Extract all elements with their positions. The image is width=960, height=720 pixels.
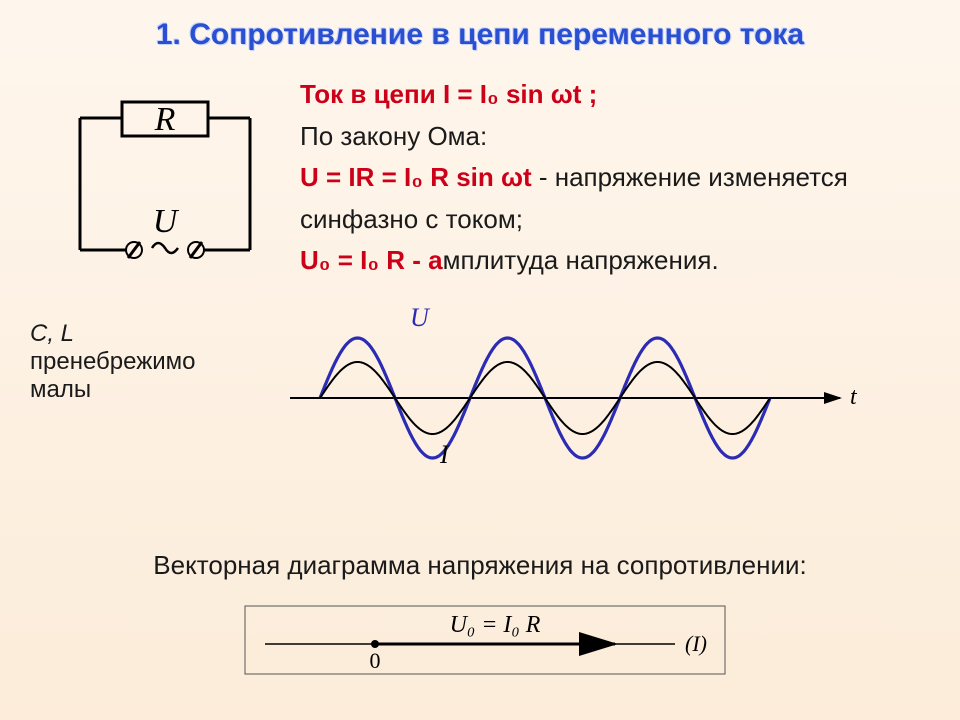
svg-text:U: U bbox=[410, 308, 431, 332]
eq1-prefix: Ток в цепи bbox=[300, 79, 443, 109]
eq3-formula: U = IR = I₀ R sin ωt bbox=[300, 162, 532, 192]
sine-chart: t U I bbox=[270, 308, 870, 508]
note-line2: пренебрежимо малы bbox=[30, 348, 196, 403]
svg-text:U₀ = I₀ R: U₀ = I₀ R bbox=[450, 612, 541, 638]
svg-text:t: t bbox=[850, 384, 858, 410]
equations-block: Ток в цепи I = I₀ sin ωt ; По закону Ома… bbox=[300, 74, 920, 282]
phasor-diagram: 0 U₀ = I₀ R (I) bbox=[235, 600, 735, 680]
eq4-suffix: мплитуда напряжения. bbox=[443, 245, 719, 275]
eq-line-3: U = IR = I₀ R sin ωt - напряжение изменя… bbox=[300, 157, 920, 240]
eq4-bold: а bbox=[428, 245, 442, 275]
sine-svg: t U I bbox=[270, 308, 870, 508]
circuit-svg: RU bbox=[60, 90, 270, 270]
phasor-svg: 0 U₀ = I₀ R (I) bbox=[235, 600, 735, 680]
slide-root: 1. Сопротивление в цепи переменного тока… bbox=[0, 0, 960, 720]
note-line1: C, L bbox=[30, 320, 74, 347]
svg-text:(I): (I) bbox=[685, 631, 707, 656]
phasor-caption: Векторная диаграмма напряжения на сопрот… bbox=[0, 550, 960, 581]
eq4-formula: U₀ = I₀ R - bbox=[300, 245, 428, 275]
svg-text:U: U bbox=[153, 203, 180, 240]
eq1-formula: I = I₀ sin ωt ; bbox=[443, 79, 597, 109]
eq-line-2: По закону Ома: bbox=[300, 116, 920, 158]
svg-text:I: I bbox=[439, 440, 450, 469]
eq-line-4: U₀ = I₀ R - амплитуда напряжения. bbox=[300, 240, 920, 282]
svg-text:R: R bbox=[154, 101, 176, 138]
note-block: C, L пренебрежимо малы bbox=[30, 320, 260, 404]
slide-title: 1. Сопротивление в цепи переменного тока bbox=[0, 18, 960, 52]
circuit-diagram: RU bbox=[60, 90, 270, 270]
eq-line-1: Ток в цепи I = I₀ sin ωt ; bbox=[300, 74, 920, 116]
svg-text:0: 0 bbox=[370, 648, 381, 673]
